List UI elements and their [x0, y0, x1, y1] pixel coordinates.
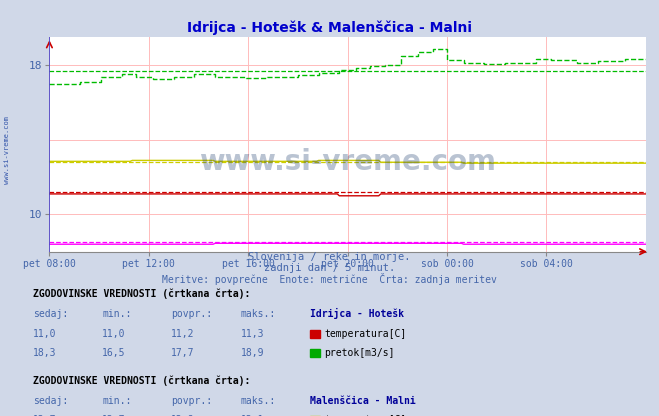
- Text: 17,7: 17,7: [171, 348, 195, 358]
- Text: Idrijca - Hotešk & Malenščica - Malni: Idrijca - Hotešk & Malenščica - Malni: [187, 21, 472, 35]
- Text: www.si-vreme.com: www.si-vreme.com: [199, 148, 496, 176]
- Text: maks.:: maks.:: [241, 310, 275, 319]
- Text: min.:: min.:: [102, 310, 132, 319]
- Text: 12,7: 12,7: [102, 415, 126, 416]
- Text: Meritve: povprečne  Enote: metrične  Črta: zadnja meritev: Meritve: povprečne Enote: metrične Črta:…: [162, 273, 497, 285]
- Text: maks.:: maks.:: [241, 396, 275, 406]
- Text: pretok[m3/s]: pretok[m3/s]: [324, 348, 395, 358]
- Text: zadnji dan / 5 minut.: zadnji dan / 5 minut.: [264, 263, 395, 273]
- Text: temperatura[C]: temperatura[C]: [324, 329, 407, 339]
- Text: povpr.:: povpr.:: [171, 310, 212, 319]
- Text: 18,3: 18,3: [33, 348, 57, 358]
- Text: 12,7: 12,7: [33, 415, 57, 416]
- Text: min.:: min.:: [102, 396, 132, 406]
- Text: povpr.:: povpr.:: [171, 396, 212, 406]
- Text: Slovenija / reke in morje.: Slovenija / reke in morje.: [248, 252, 411, 262]
- Text: ZGODOVINSKE VREDNOSTI (črtkana črta):: ZGODOVINSKE VREDNOSTI (črtkana črta):: [33, 376, 250, 386]
- Text: www.si-vreme.com: www.si-vreme.com: [3, 116, 10, 184]
- Text: 11,3: 11,3: [241, 329, 264, 339]
- Text: 13,1: 13,1: [241, 415, 264, 416]
- Text: 11,0: 11,0: [33, 329, 57, 339]
- Text: 12,8: 12,8: [171, 415, 195, 416]
- Text: sedaj:: sedaj:: [33, 310, 68, 319]
- Text: 16,5: 16,5: [102, 348, 126, 358]
- Text: ZGODOVINSKE VREDNOSTI (črtkana črta):: ZGODOVINSKE VREDNOSTI (črtkana črta):: [33, 289, 250, 300]
- Text: temperatura[C]: temperatura[C]: [324, 415, 407, 416]
- Text: Malenščica - Malni: Malenščica - Malni: [310, 396, 415, 406]
- Text: 11,2: 11,2: [171, 329, 195, 339]
- Text: 18,9: 18,9: [241, 348, 264, 358]
- Text: 11,0: 11,0: [102, 329, 126, 339]
- Text: Idrijca - Hotešk: Idrijca - Hotešk: [310, 308, 404, 319]
- Text: sedaj:: sedaj:: [33, 396, 68, 406]
